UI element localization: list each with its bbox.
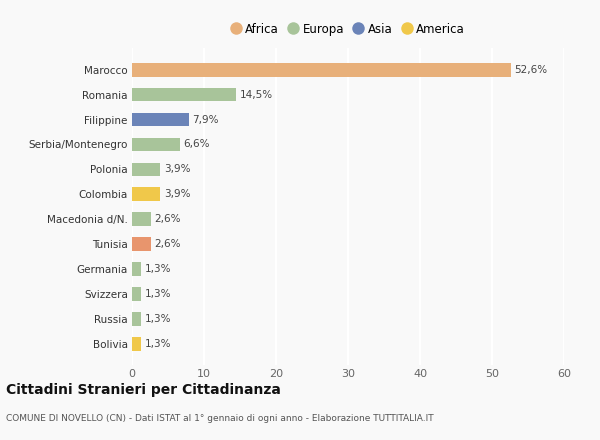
Bar — [132, 187, 160, 201]
Bar — [132, 162, 160, 176]
Bar — [132, 63, 511, 77]
Text: 1,3%: 1,3% — [145, 264, 172, 274]
Bar — [132, 113, 189, 126]
Bar — [132, 287, 142, 301]
Bar — [132, 213, 151, 226]
Bar — [132, 312, 142, 326]
Text: 3,9%: 3,9% — [164, 189, 190, 199]
Bar — [132, 88, 236, 102]
Text: 14,5%: 14,5% — [240, 90, 273, 99]
Text: Cittadini Stranieri per Cittadinanza: Cittadini Stranieri per Cittadinanza — [6, 383, 281, 397]
Text: 2,6%: 2,6% — [154, 214, 181, 224]
Legend: Africa, Europa, Asia, America: Africa, Europa, Asia, America — [227, 19, 469, 39]
Text: 2,6%: 2,6% — [154, 239, 181, 249]
Text: 1,3%: 1,3% — [145, 339, 172, 349]
Bar — [132, 237, 151, 251]
Text: COMUNE DI NOVELLO (CN) - Dati ISTAT al 1° gennaio di ogni anno - Elaborazione TU: COMUNE DI NOVELLO (CN) - Dati ISTAT al 1… — [6, 414, 434, 422]
Text: 6,6%: 6,6% — [183, 139, 209, 150]
Bar — [132, 138, 179, 151]
Bar — [132, 337, 142, 351]
Text: 1,3%: 1,3% — [145, 314, 172, 324]
Bar — [132, 262, 142, 276]
Text: 7,9%: 7,9% — [193, 114, 219, 125]
Text: 52,6%: 52,6% — [514, 65, 547, 75]
Text: 1,3%: 1,3% — [145, 289, 172, 299]
Text: 3,9%: 3,9% — [164, 165, 190, 174]
